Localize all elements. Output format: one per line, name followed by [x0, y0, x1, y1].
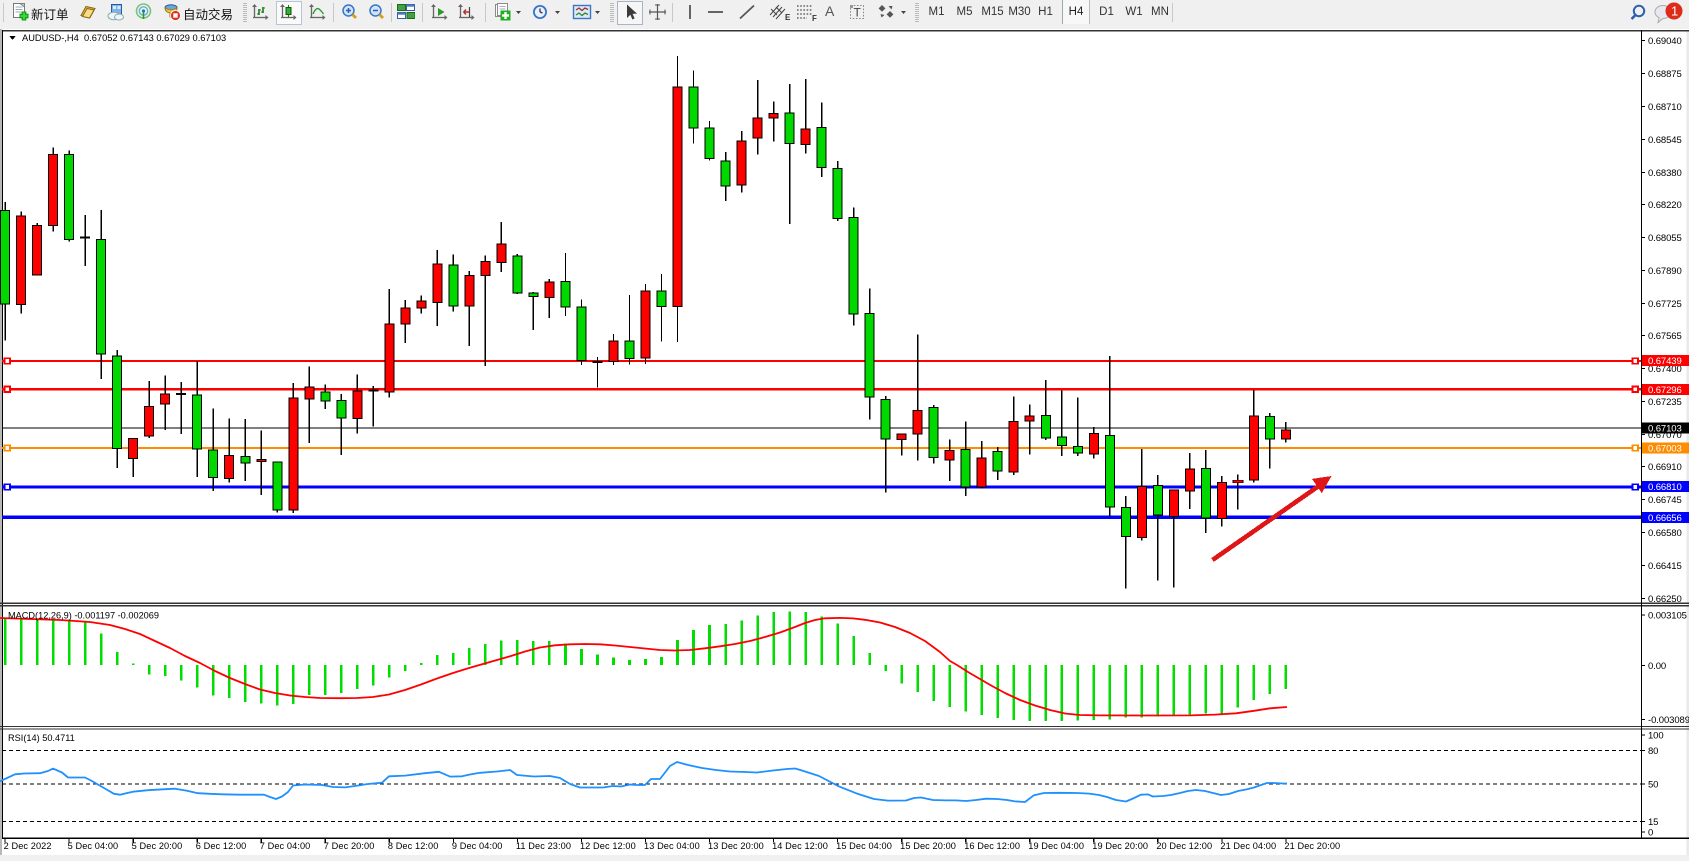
svg-text:15 Dec 20:00: 15 Dec 20:00 — [900, 841, 956, 851]
svg-text:0.66810: 0.66810 — [1648, 482, 1682, 493]
svg-text:7 Dec 20:00: 7 Dec 20:00 — [324, 841, 375, 851]
svg-text:5 Dec 04:00: 5 Dec 04:00 — [68, 841, 119, 851]
svg-text:15: 15 — [1648, 817, 1658, 828]
svg-text:9 Dec 04:00: 9 Dec 04:00 — [452, 841, 503, 851]
svg-text:14 Dec 12:00: 14 Dec 12:00 — [772, 841, 828, 851]
svg-text:0.66910: 0.66910 — [1648, 462, 1682, 473]
svg-text:0.68545: 0.68545 — [1648, 135, 1682, 146]
svg-text:1: 1 — [1671, 4, 1678, 19]
svg-text:8 Dec 12:00: 8 Dec 12:00 — [388, 841, 439, 851]
svg-text:6 Dec 12:00: 6 Dec 12:00 — [196, 841, 247, 851]
svg-text:AUDUSD-,H4 0.67052 0.67143 0.: AUDUSD-,H4 0.67052 0.67143 0.67029 0.671… — [22, 33, 226, 43]
svg-text:0.67400: 0.67400 — [1648, 364, 1682, 375]
svg-text:2 Dec 2022: 2 Dec 2022 — [4, 841, 52, 851]
svg-text:0.68055: 0.68055 — [1648, 233, 1682, 244]
svg-text:0.67103: 0.67103 — [1648, 424, 1682, 435]
svg-text:50: 50 — [1648, 780, 1658, 791]
svg-text:0.003105: 0.003105 — [1648, 611, 1687, 622]
svg-text:RSI(14) 50.4711: RSI(14) 50.4711 — [8, 733, 75, 743]
svg-text:16 Dec 12:00: 16 Dec 12:00 — [964, 841, 1020, 851]
svg-text:0.00: 0.00 — [1648, 661, 1666, 672]
svg-text:13 Dec 04:00: 13 Dec 04:00 — [644, 841, 700, 851]
svg-text:0.67439: 0.67439 — [1648, 356, 1682, 367]
svg-text:19 Dec 04:00: 19 Dec 04:00 — [1028, 841, 1084, 851]
svg-text:0.67565: 0.67565 — [1648, 331, 1682, 342]
svg-text:15 Dec 04:00: 15 Dec 04:00 — [836, 841, 892, 851]
svg-text:100: 100 — [1648, 731, 1664, 742]
svg-text:12 Dec 12:00: 12 Dec 12:00 — [580, 841, 636, 851]
svg-text:21 Dec 20:00: 21 Dec 20:00 — [1284, 841, 1340, 851]
svg-text:21 Dec 04:00: 21 Dec 04:00 — [1220, 841, 1276, 851]
svg-text:5 Dec 20:00: 5 Dec 20:00 — [132, 841, 183, 851]
svg-text:0.67725: 0.67725 — [1648, 299, 1682, 310]
svg-text:0.68220: 0.68220 — [1648, 200, 1682, 211]
svg-text:T: T — [854, 6, 862, 20]
svg-text:13 Dec 20:00: 13 Dec 20:00 — [708, 841, 764, 851]
svg-text:-0.003089: -0.003089 — [1648, 715, 1689, 726]
svg-text:0.66415: 0.66415 — [1648, 561, 1682, 572]
svg-text:20 Dec 12:00: 20 Dec 12:00 — [1156, 841, 1212, 851]
svg-text:0.67003: 0.67003 — [1648, 443, 1682, 454]
svg-text:0.67235: 0.67235 — [1648, 397, 1682, 408]
svg-text:7 Dec 04:00: 7 Dec 04:00 — [260, 841, 311, 851]
svg-text:0.68710: 0.68710 — [1648, 102, 1682, 113]
svg-text:0.68380: 0.68380 — [1648, 168, 1682, 179]
svg-text:0.67296: 0.67296 — [1648, 385, 1682, 396]
svg-text:80: 80 — [1648, 746, 1658, 757]
svg-text:0: 0 — [1648, 828, 1653, 839]
svg-text:E: E — [785, 13, 791, 22]
svg-text:0.66580: 0.66580 — [1648, 528, 1682, 539]
svg-text:MACD(12,26,9) -0.001197 -0.002: MACD(12,26,9) -0.001197 -0.002069 — [8, 611, 159, 621]
svg-text:0.66656: 0.66656 — [1648, 513, 1682, 524]
svg-text:0.67070: 0.67070 — [1648, 430, 1682, 441]
svg-text:0.67890: 0.67890 — [1648, 266, 1682, 277]
svg-text:0.66250: 0.66250 — [1648, 594, 1682, 605]
svg-text:0.68875: 0.68875 — [1648, 69, 1682, 80]
svg-text:0.66745: 0.66745 — [1648, 495, 1682, 506]
svg-text:19 Dec 20:00: 19 Dec 20:00 — [1092, 841, 1148, 851]
svg-text:0.69040: 0.69040 — [1648, 36, 1682, 47]
svg-text:F: F — [812, 14, 817, 23]
svg-text:11 Dec 23:00: 11 Dec 23:00 — [516, 841, 571, 851]
